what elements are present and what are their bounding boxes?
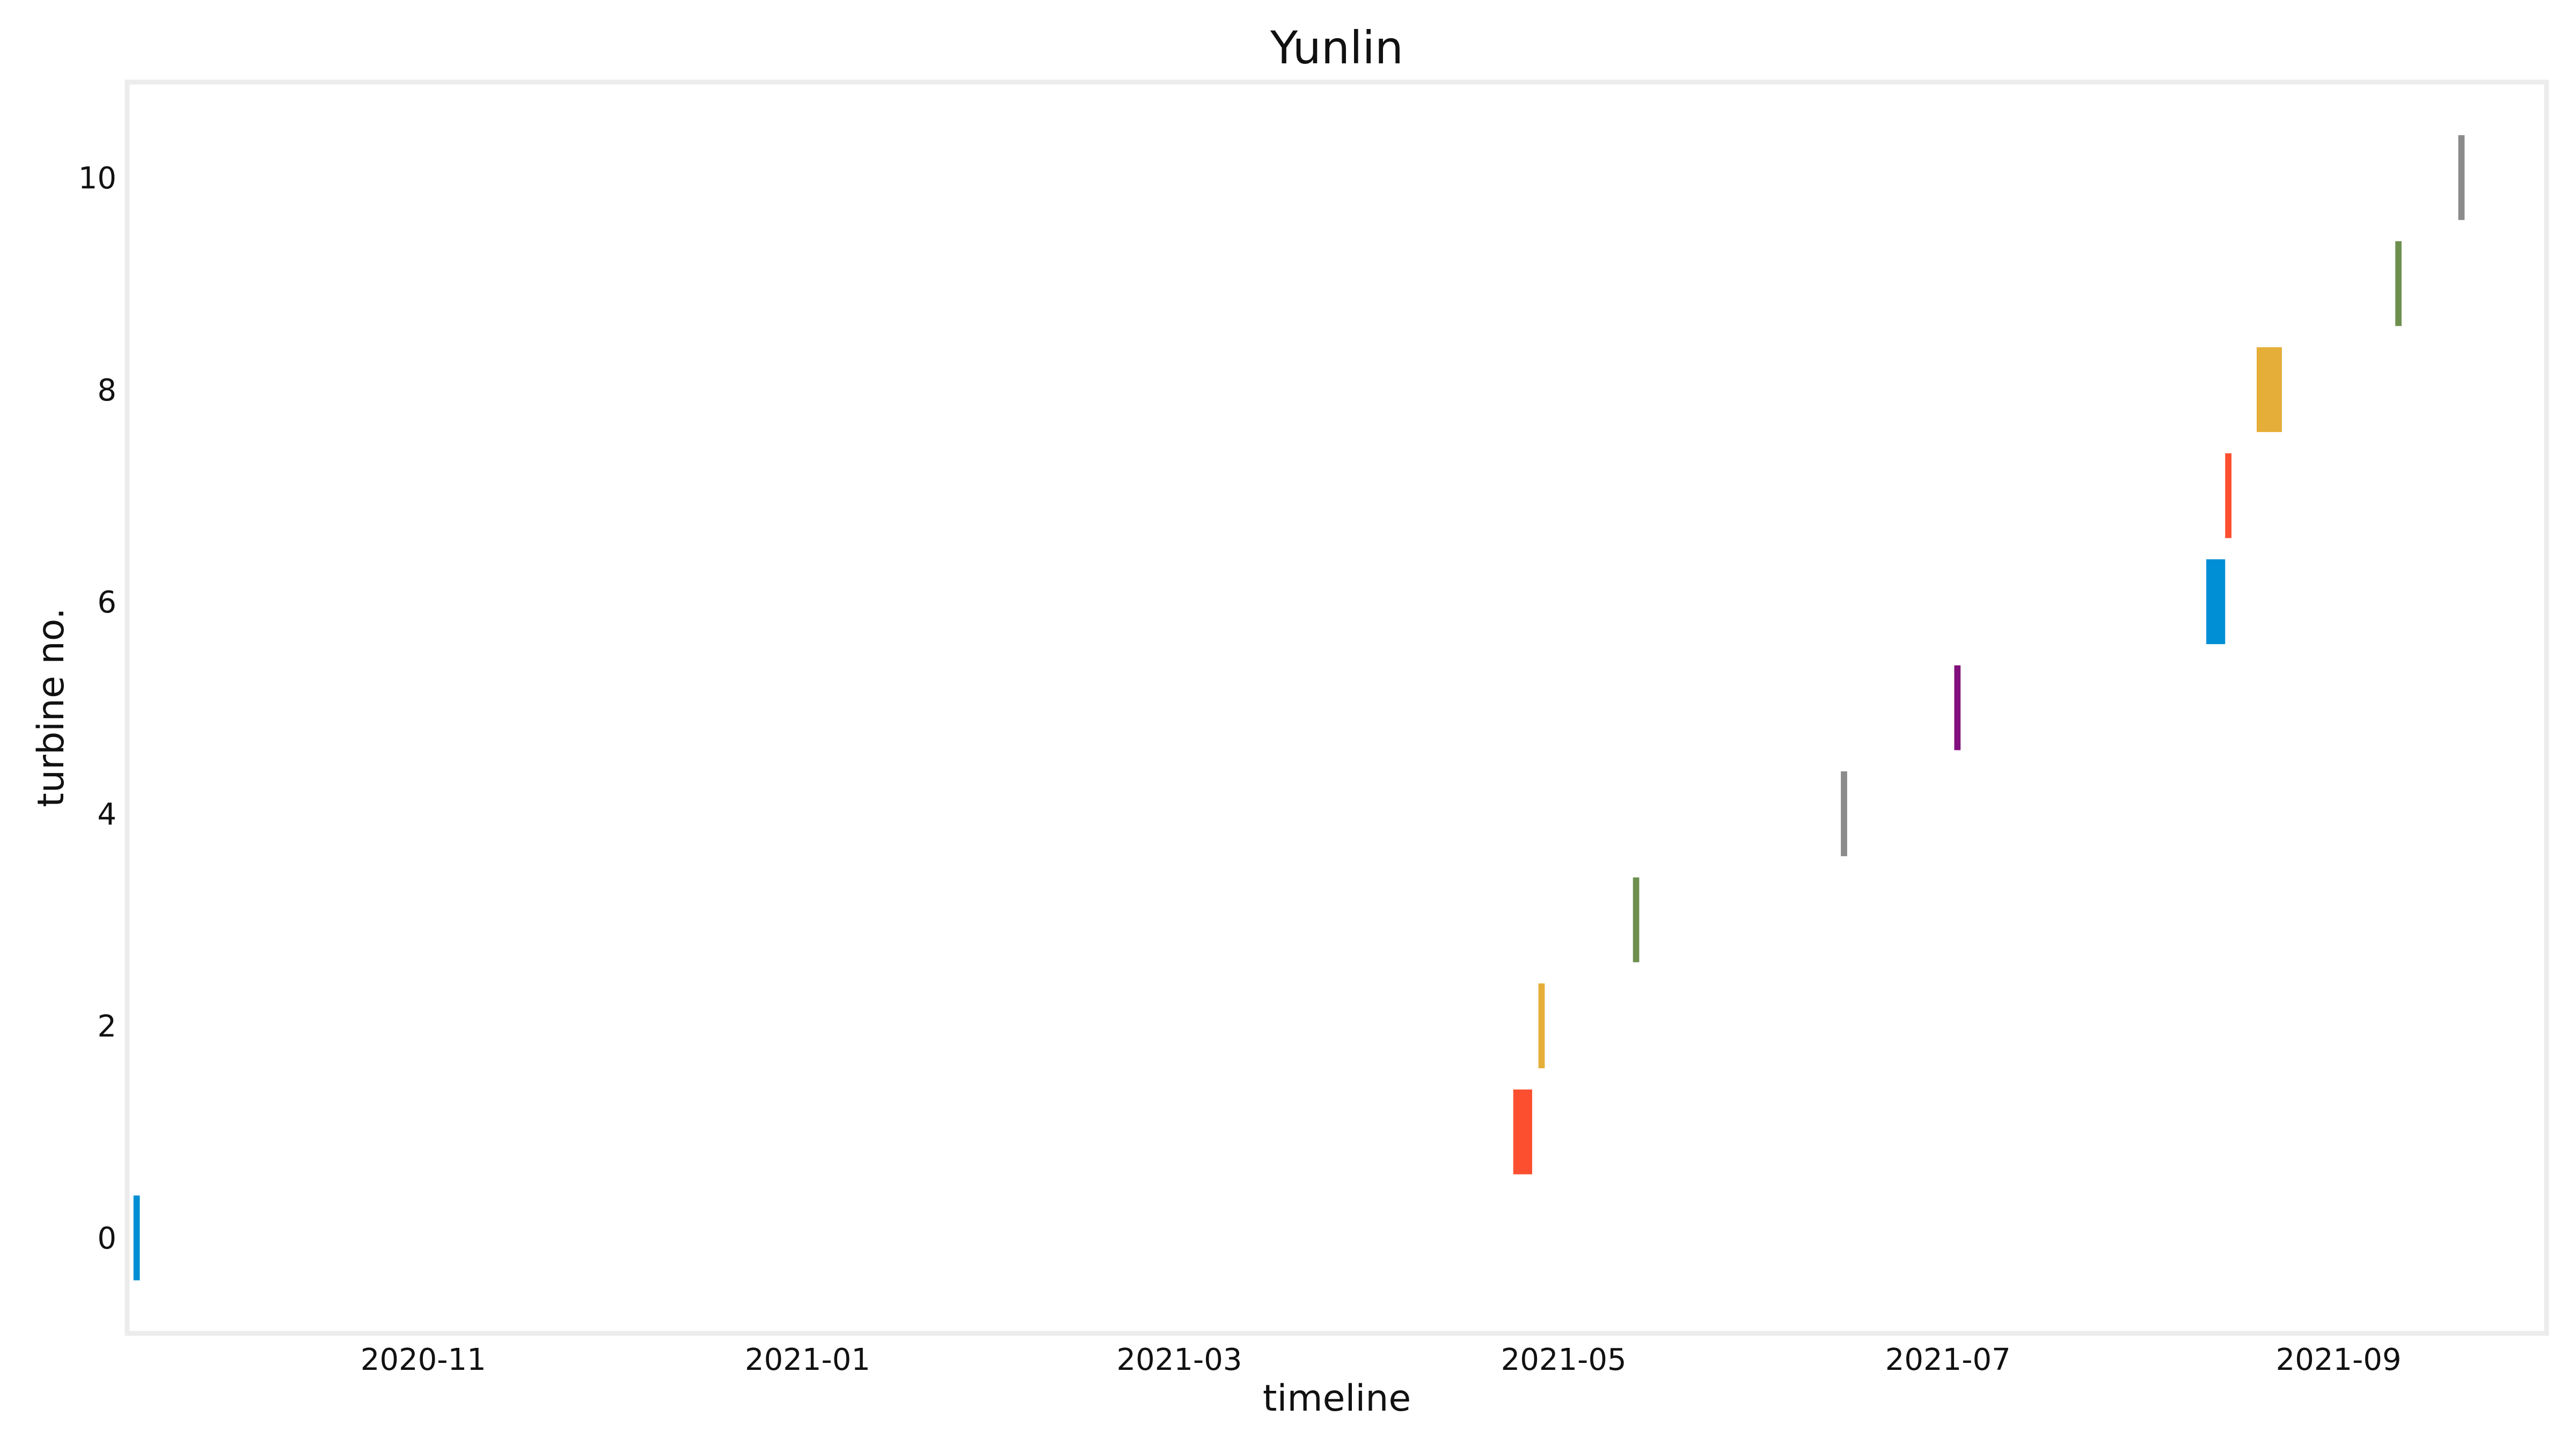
bar-turbine-10 xyxy=(2458,135,2465,220)
y-tick-label: 0 xyxy=(97,1221,116,1256)
x-tick-labels: 2020-11 2021-01 2021-03 2021-05 2021-07 2021-… xyxy=(361,1342,2402,1377)
bar-turbine-4 xyxy=(1841,771,1847,857)
bar-turbine-9 xyxy=(2395,241,2402,326)
bar-turbine-2 xyxy=(1538,983,1545,1069)
y-tick-label: 10 xyxy=(78,161,116,196)
bar-turbine-7 xyxy=(2225,453,2232,538)
x-tick-label: 2021-03 xyxy=(1117,1342,1242,1377)
bar-turbine-3 xyxy=(1633,877,1640,962)
x-tick-label: 2021-01 xyxy=(745,1342,870,1377)
x-tick-label: 2021-05 xyxy=(1501,1342,1627,1377)
y-tick-labels: 0 2 4 6 8 10 xyxy=(78,161,116,1256)
y-tick-label: 8 xyxy=(97,373,116,408)
plot-frame xyxy=(125,79,2549,1336)
bars-layer xyxy=(133,135,2465,1281)
y-tick-label: 4 xyxy=(97,797,116,832)
y-tick-label: 2 xyxy=(97,1009,116,1044)
y-tick-label: 6 xyxy=(97,585,116,620)
x-tick-label: 2020-11 xyxy=(361,1342,486,1377)
bar-turbine-0 xyxy=(133,1195,140,1281)
x-axis-label: timeline xyxy=(1263,1377,1411,1420)
bar-turbine-1 xyxy=(1513,1089,1532,1174)
bar-turbine-6 xyxy=(2206,559,2226,644)
chart-title: Yunlin xyxy=(1270,21,1403,74)
bar-turbine-5 xyxy=(1954,665,1961,750)
x-tick-label: 2021-07 xyxy=(1885,1342,2011,1377)
x-tick-label: 2021-09 xyxy=(2276,1342,2402,1377)
bar-turbine-8 xyxy=(2256,347,2282,432)
y-axis-label: turbine no. xyxy=(30,608,72,807)
